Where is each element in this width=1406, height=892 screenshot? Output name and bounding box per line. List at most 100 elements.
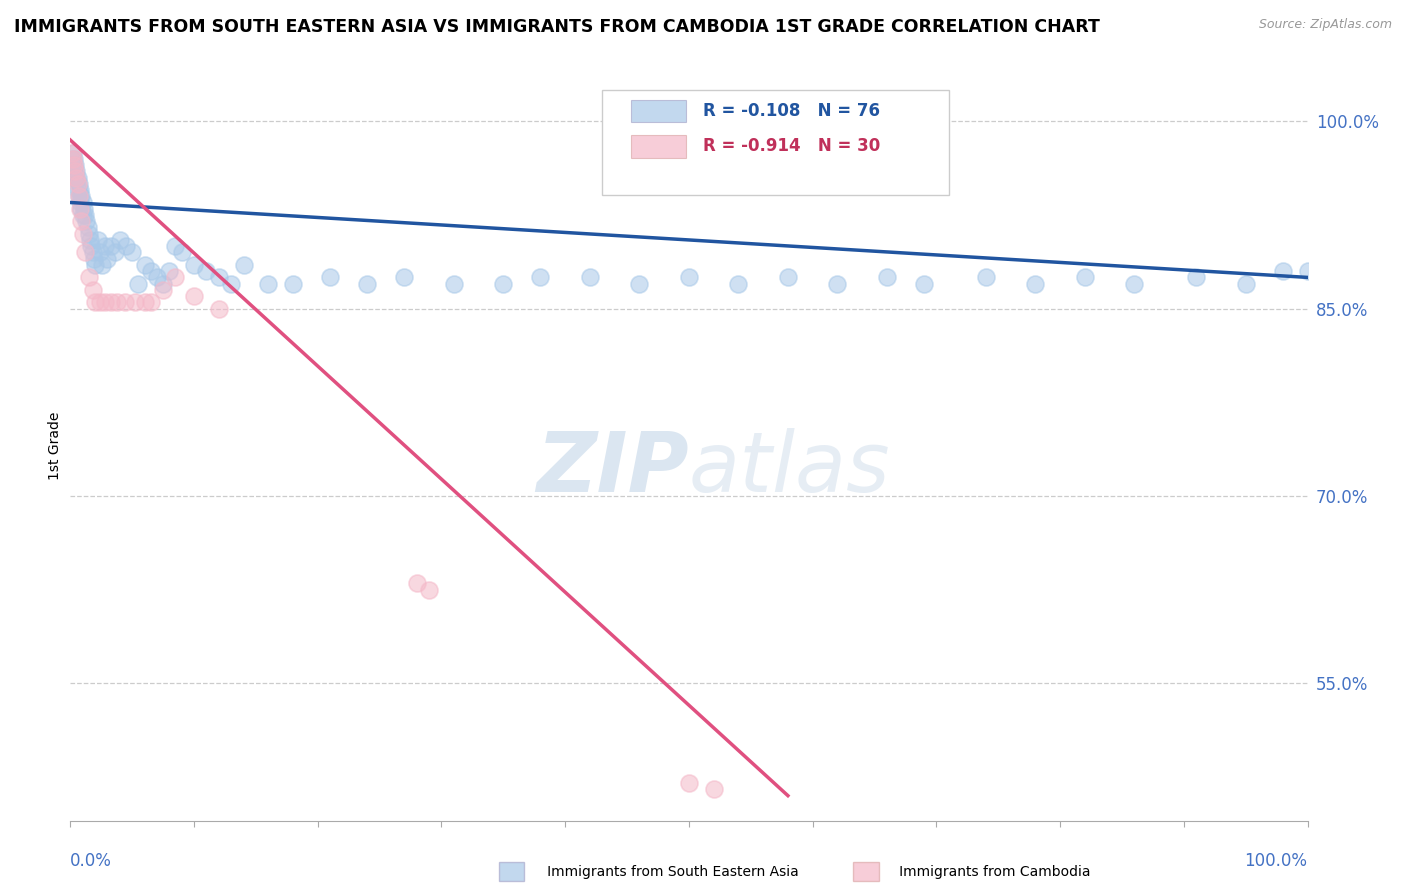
Point bbox=[67, 177, 90, 191]
FancyBboxPatch shape bbox=[631, 135, 686, 158]
Point bbox=[281, 277, 304, 291]
Point bbox=[356, 277, 378, 291]
Point bbox=[63, 164, 86, 178]
Point bbox=[727, 277, 749, 291]
Point bbox=[827, 277, 849, 291]
Point bbox=[70, 189, 93, 203]
Point bbox=[100, 295, 122, 310]
Point bbox=[1271, 264, 1294, 278]
Point bbox=[319, 270, 342, 285]
FancyBboxPatch shape bbox=[602, 90, 949, 195]
Text: Immigrants from South Eastern Asia: Immigrants from South Eastern Asia bbox=[534, 865, 799, 880]
Point bbox=[63, 158, 86, 172]
Point bbox=[183, 289, 205, 303]
Point bbox=[63, 152, 86, 166]
Point bbox=[208, 270, 231, 285]
Point bbox=[72, 208, 94, 222]
Point bbox=[124, 295, 146, 310]
Point bbox=[974, 270, 997, 285]
Point bbox=[67, 189, 90, 203]
Point bbox=[75, 208, 97, 222]
Point bbox=[72, 227, 94, 241]
Point bbox=[69, 183, 91, 197]
Point bbox=[80, 239, 103, 253]
Point bbox=[86, 233, 108, 247]
Point bbox=[73, 202, 96, 216]
Point bbox=[65, 158, 87, 172]
Point bbox=[1185, 270, 1208, 285]
Point bbox=[127, 277, 149, 291]
Point bbox=[84, 258, 107, 272]
Point bbox=[139, 295, 162, 310]
Point bbox=[70, 214, 93, 228]
Point bbox=[108, 233, 131, 247]
Point bbox=[139, 264, 162, 278]
Point bbox=[60, 152, 83, 166]
Point bbox=[195, 264, 218, 278]
Point bbox=[75, 214, 97, 228]
Text: 100.0%: 100.0% bbox=[1244, 852, 1308, 870]
Point bbox=[94, 295, 117, 310]
Text: 0.0%: 0.0% bbox=[70, 852, 112, 870]
Point bbox=[91, 258, 114, 272]
Point bbox=[89, 295, 111, 310]
Point bbox=[157, 264, 180, 278]
Text: ZIP: ZIP bbox=[536, 428, 689, 509]
Point bbox=[165, 239, 187, 253]
Point bbox=[66, 183, 89, 197]
Point bbox=[65, 170, 87, 185]
Text: Immigrants from Cambodia: Immigrants from Cambodia bbox=[886, 865, 1090, 880]
Point bbox=[84, 295, 107, 310]
Point bbox=[134, 295, 156, 310]
Point bbox=[776, 270, 799, 285]
Point bbox=[83, 252, 105, 266]
Point bbox=[703, 782, 725, 797]
Point bbox=[529, 270, 551, 285]
Point bbox=[77, 227, 100, 241]
Point bbox=[60, 145, 83, 160]
Point bbox=[62, 152, 84, 166]
Point bbox=[121, 245, 143, 260]
Text: Source: ZipAtlas.com: Source: ZipAtlas.com bbox=[1258, 18, 1392, 31]
Point bbox=[208, 301, 231, 316]
Point bbox=[70, 202, 93, 216]
Point bbox=[114, 295, 136, 310]
Point bbox=[876, 270, 898, 285]
Text: atlas: atlas bbox=[689, 428, 890, 509]
Point bbox=[65, 164, 87, 178]
Text: IMMIGRANTS FROM SOUTH EASTERN ASIA VS IMMIGRANTS FROM CAMBODIA 1ST GRADE CORRELA: IMMIGRANTS FROM SOUTH EASTERN ASIA VS IM… bbox=[14, 18, 1099, 36]
Point bbox=[75, 245, 97, 260]
Point bbox=[405, 576, 427, 591]
Point bbox=[418, 582, 440, 597]
Point bbox=[146, 270, 169, 285]
Point bbox=[492, 277, 515, 291]
Point bbox=[100, 239, 122, 253]
Point bbox=[72, 195, 94, 210]
Point bbox=[1024, 277, 1046, 291]
Point bbox=[115, 239, 138, 253]
Point bbox=[183, 258, 205, 272]
Point bbox=[65, 170, 87, 185]
Point bbox=[67, 189, 90, 203]
Point bbox=[66, 177, 89, 191]
Point bbox=[76, 220, 98, 235]
Point bbox=[82, 283, 104, 297]
Point bbox=[1234, 277, 1257, 291]
Point bbox=[912, 277, 935, 291]
Point bbox=[257, 277, 280, 291]
Point bbox=[66, 170, 89, 185]
Point bbox=[152, 283, 174, 297]
Point bbox=[1123, 277, 1146, 291]
Y-axis label: 1st Grade: 1st Grade bbox=[48, 412, 62, 480]
Point bbox=[96, 252, 118, 266]
Point bbox=[678, 270, 700, 285]
Point bbox=[77, 270, 100, 285]
Point bbox=[1074, 270, 1097, 285]
Point bbox=[94, 239, 117, 253]
Point bbox=[678, 776, 700, 790]
Point bbox=[170, 245, 193, 260]
Point bbox=[165, 270, 187, 285]
Point bbox=[394, 270, 416, 285]
Point bbox=[69, 202, 91, 216]
Point bbox=[62, 158, 84, 172]
